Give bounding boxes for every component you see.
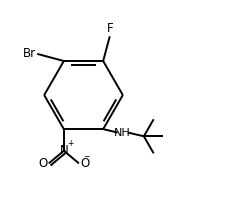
Text: F: F [106,22,112,35]
Text: Br: Br [23,47,36,60]
Text: O: O [80,157,89,170]
Text: +: + [67,139,73,148]
Text: NH: NH [114,128,130,138]
Text: O: O [38,157,48,170]
Text: N: N [59,144,68,157]
Text: −: − [83,152,89,161]
